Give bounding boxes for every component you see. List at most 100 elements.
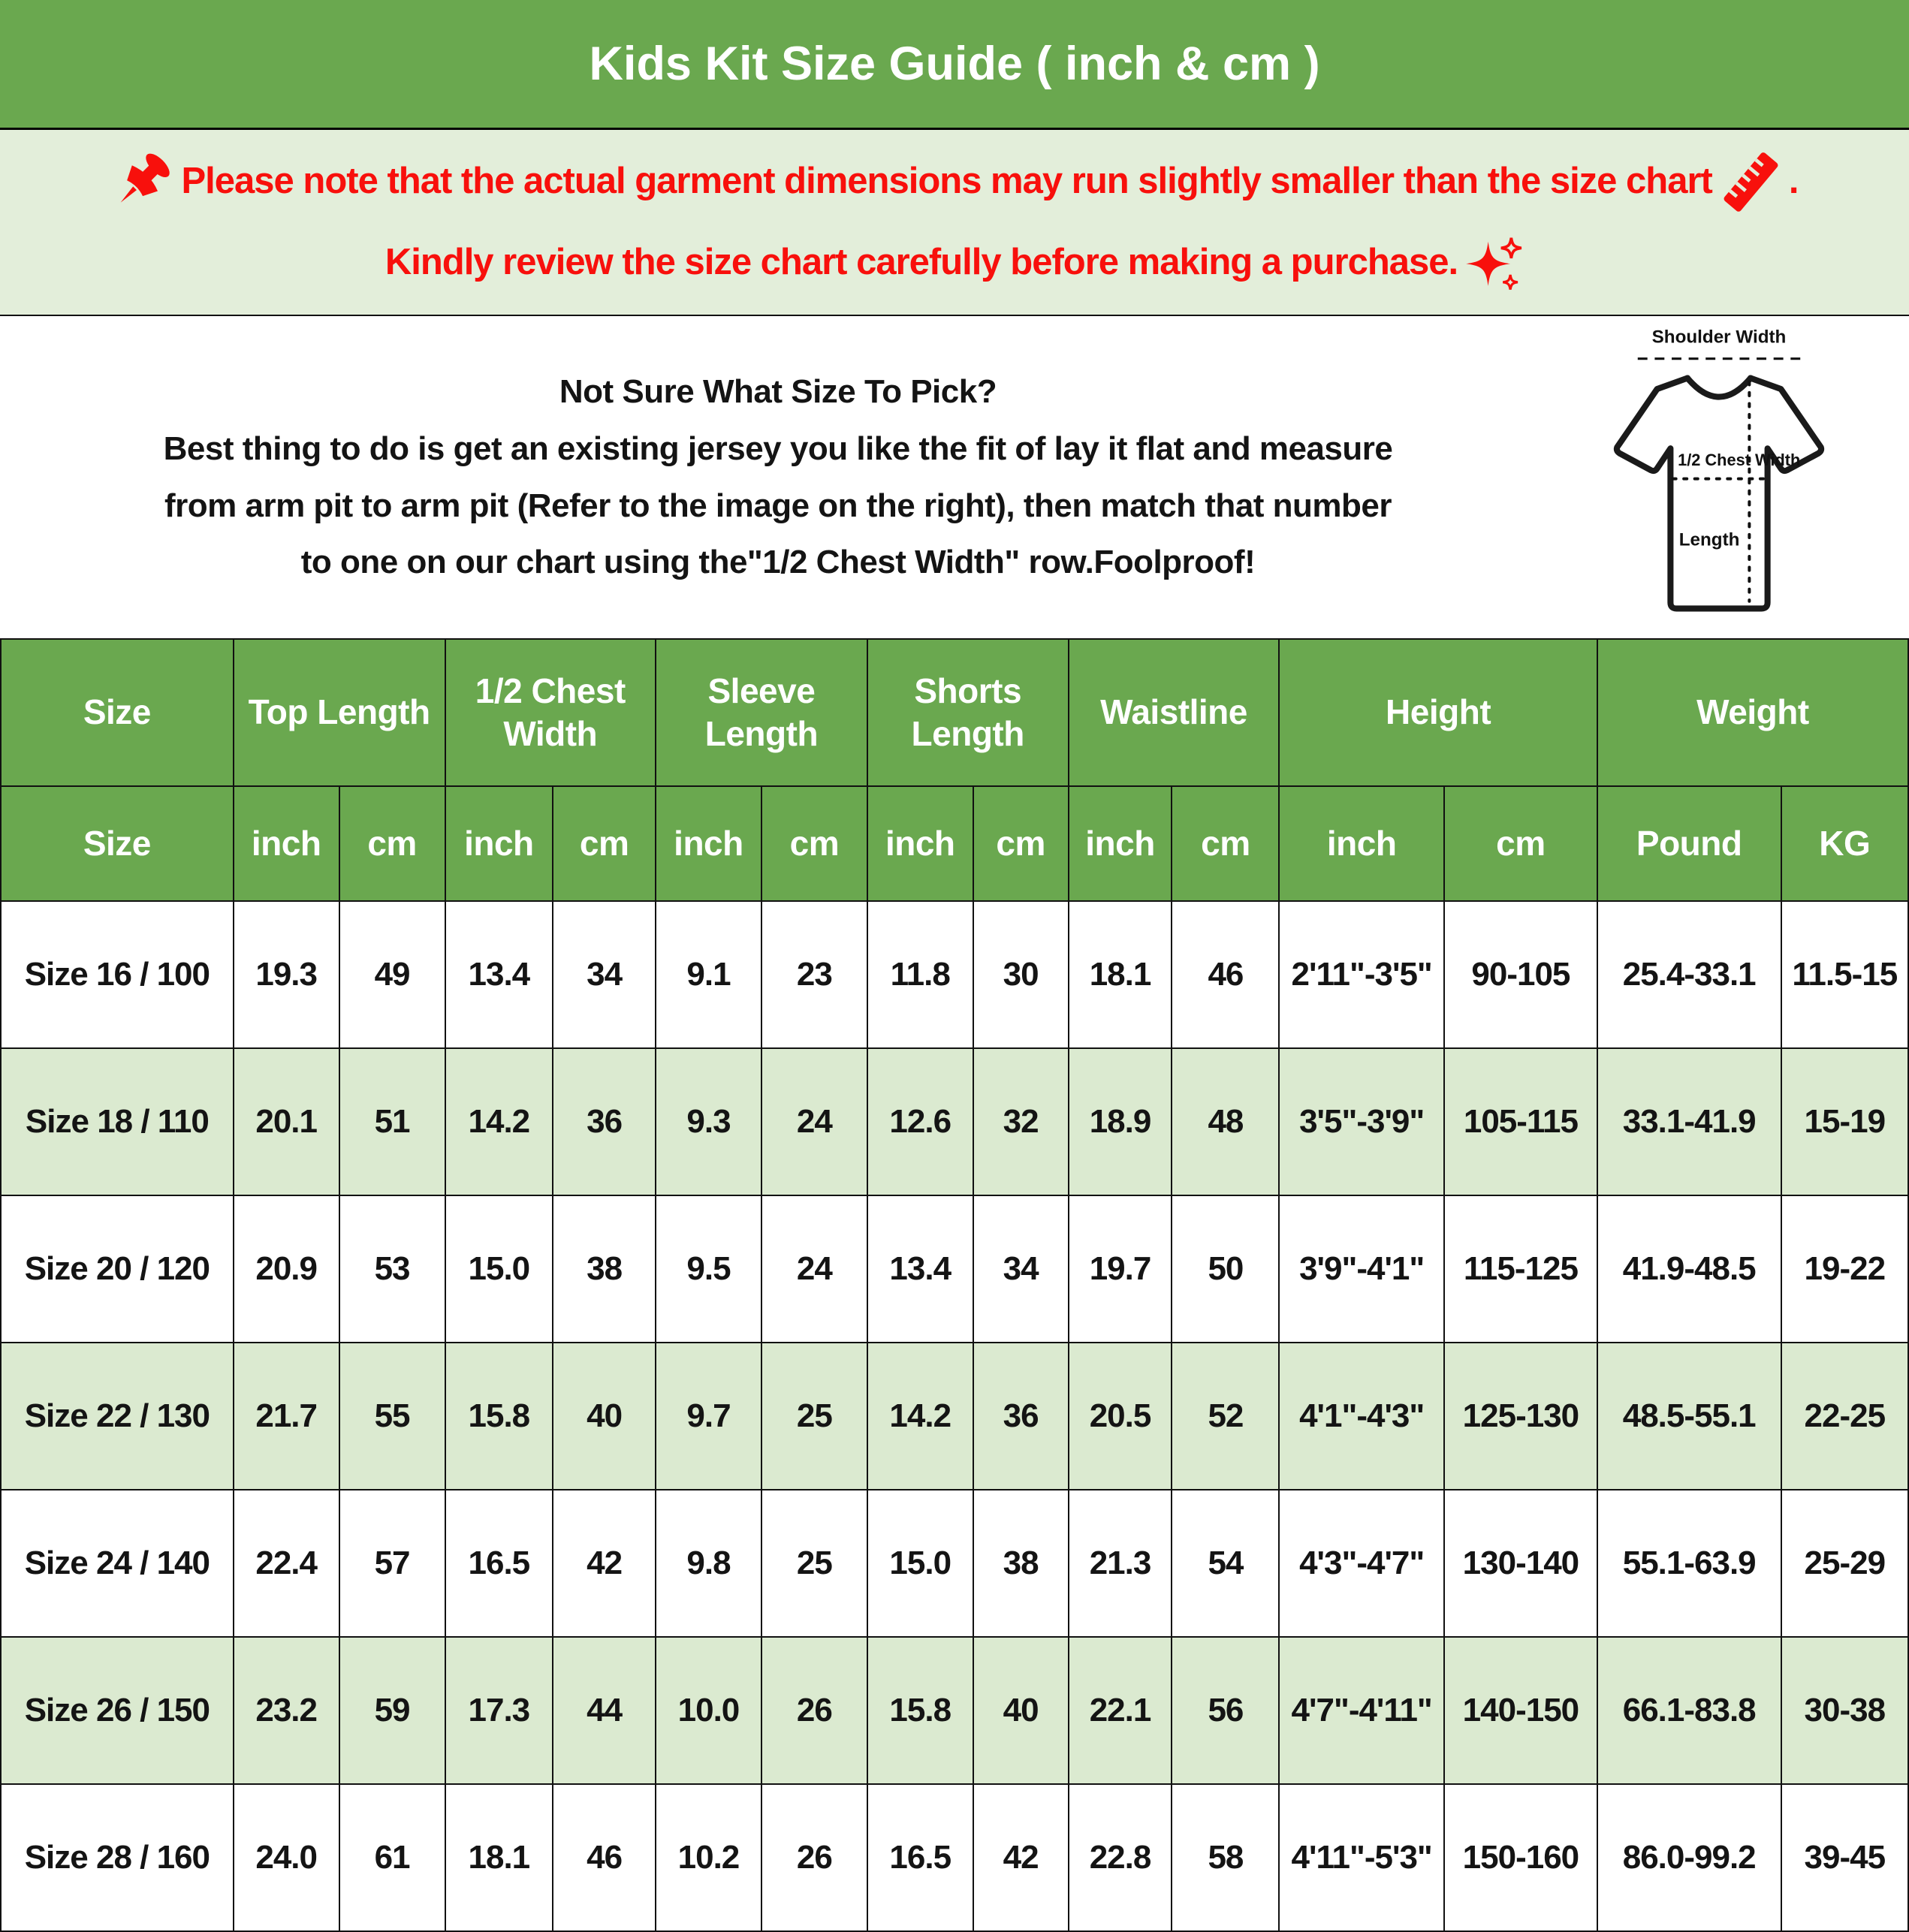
group-header-waistline: Waistline [1067,638,1280,787]
group-header-top-length: Top Length [232,638,446,787]
value-cell: 125-130 [1443,1342,1598,1490]
value-cell: 9.1 [655,900,762,1049]
value-cell: 25 [760,1342,868,1490]
value-cell: 39-45 [1780,1783,1909,1932]
group-header-sleeve-length: Sleeve Length [655,638,868,787]
value-cell: 14.2 [866,1342,974,1490]
value-cell: 36 [552,1047,657,1196]
value-cell: 49 [338,900,446,1049]
unit-header: cm [1171,785,1280,902]
value-cell: 25 [760,1489,868,1638]
value-cell: 90-105 [1443,900,1598,1049]
size-cell: Size 18 / 110 [0,1047,234,1196]
value-cell: 20.5 [1067,1342,1173,1490]
pushpin-icon [111,149,176,214]
value-cell: 9.7 [655,1342,762,1490]
value-cell: 16.5 [444,1489,554,1638]
value-cell: 4'1"-4'3" [1278,1342,1445,1490]
value-cell: 115-125 [1443,1195,1598,1343]
notice-line-1-text: Please note that the actual garment dime… [181,161,1713,202]
value-cell: 33.1-41.9 [1596,1047,1782,1196]
value-cell: 58 [1171,1783,1280,1932]
value-cell: 15.8 [444,1342,554,1490]
value-cell: 52 [1171,1342,1280,1490]
unit-header-row: Size inch cm inch cm inch cm inch cm inc… [0,785,1909,902]
value-cell: 23.2 [232,1636,340,1785]
size-cell: Size 16 / 100 [0,900,234,1049]
value-cell: 150-160 [1443,1783,1598,1932]
help-line-2: Best thing to do is get an existing jers… [163,430,1393,467]
value-cell: 42 [972,1783,1069,1932]
table-row: Size 22 / 130 21.7 55 15.8 40 9.7 25 14.2 36 20.5… [0,1342,1909,1490]
page-title: Kids Kit Size Guide ( inch & cm ) [589,38,1320,90]
shirt-diagram: Shoulder Width 1/2 Chest Width Length [1556,316,1909,638]
title-bar: Kids Kit Size Guide ( inch & cm ) [0,0,1909,130]
value-cell: 30 [972,900,1069,1049]
size-table-body: Size 16 / 100 19.3 49 13.4 34 9.1 23 11.8 30 18.1… [0,900,1909,1932]
ruler-icon [1718,149,1783,214]
value-cell: 18.9 [1067,1047,1173,1196]
table-row: Size 16 / 100 19.3 49 13.4 34 9.1 23 11.8 30 18.1… [0,900,1909,1049]
unit-header: cm [1443,785,1598,902]
value-cell: 105-115 [1443,1047,1598,1196]
value-cell: 9.8 [655,1489,762,1638]
value-cell: 48.5-55.1 [1596,1342,1782,1490]
shoulder-width-label: Shoulder Width [1652,327,1787,347]
unit-header: KG [1780,785,1909,902]
value-cell: 2'11"-3'5" [1278,900,1445,1049]
value-cell: 24 [760,1047,868,1196]
table-row: Size 24 / 140 22.4 57 16.5 42 9.8 25 15.0 38 21.3… [0,1489,1909,1638]
value-cell: 30-38 [1780,1636,1909,1785]
shirt-diagram-svg: Shoulder Width 1/2 Chest Width Length [1613,327,1825,611]
value-cell: 3'5"-3'9" [1278,1047,1445,1196]
value-cell: 22.8 [1067,1783,1173,1932]
value-cell: 10.2 [655,1783,762,1932]
value-cell: 54 [1171,1489,1280,1638]
value-cell: 61 [338,1783,446,1932]
value-cell: 20.9 [232,1195,340,1343]
unit-header: Size [0,785,234,902]
value-cell: 34 [552,900,657,1049]
size-cell: Size 24 / 140 [0,1489,234,1638]
notice-line-1-period: . [1788,161,1799,202]
value-cell: 86.0-99.2 [1596,1783,1782,1932]
value-cell: 42 [552,1489,657,1638]
value-cell: 130-140 [1443,1489,1598,1638]
value-cell: 24.0 [232,1783,340,1932]
value-cell: 14.2 [444,1047,554,1196]
value-cell: 40 [972,1636,1069,1785]
value-cell: 19.7 [1067,1195,1173,1343]
unit-header: cm [760,785,868,902]
value-cell: 13.4 [866,1195,974,1343]
notice-banner: Please note that the actual garment dime… [0,130,1909,316]
group-header-height: Height [1278,638,1598,787]
unit-header: inch [444,785,554,902]
value-cell: 24 [760,1195,868,1343]
unit-header: inch [866,785,974,902]
notice-line-1: Please note that the actual garment dime… [111,149,1799,214]
sparkles-icon [1464,231,1524,295]
value-cell: 15.8 [866,1636,974,1785]
value-cell: 57 [338,1489,446,1638]
unit-header: cm [552,785,657,902]
value-cell: 38 [972,1489,1069,1638]
value-cell: 11.5-15 [1780,900,1909,1049]
table-row: Size 26 / 150 23.2 59 17.3 44 10.0 26 15.8 40 22.… [0,1636,1909,1785]
length-label: Length [1679,529,1740,550]
help-heading: Not Sure What Size To Pick? [559,373,997,411]
help-line-4: to one on our chart using the"1/2 Chest … [300,544,1256,581]
value-cell: 66.1-83.8 [1596,1636,1782,1785]
help-section: Not Sure What Size To Pick? Best thing t… [0,316,1909,638]
value-cell: 21.3 [1067,1489,1173,1638]
group-header-shorts-length: Shorts Length [866,638,1069,787]
value-cell: 18.1 [1067,900,1173,1049]
group-header-weight: Weight [1596,638,1909,787]
notice-line-2-text: Kindly review the size chart carefully b… [385,242,1458,283]
value-cell: 36 [972,1342,1069,1490]
value-cell: 11.8 [866,900,974,1049]
value-cell: 15.0 [866,1489,974,1638]
value-cell: 3'9"-4'1" [1278,1195,1445,1343]
group-header-row: Size Top Length 1/2 Chest Width Sleeve L… [0,638,1909,787]
notice-line-2: Kindly review the size chart carefully b… [385,231,1524,295]
